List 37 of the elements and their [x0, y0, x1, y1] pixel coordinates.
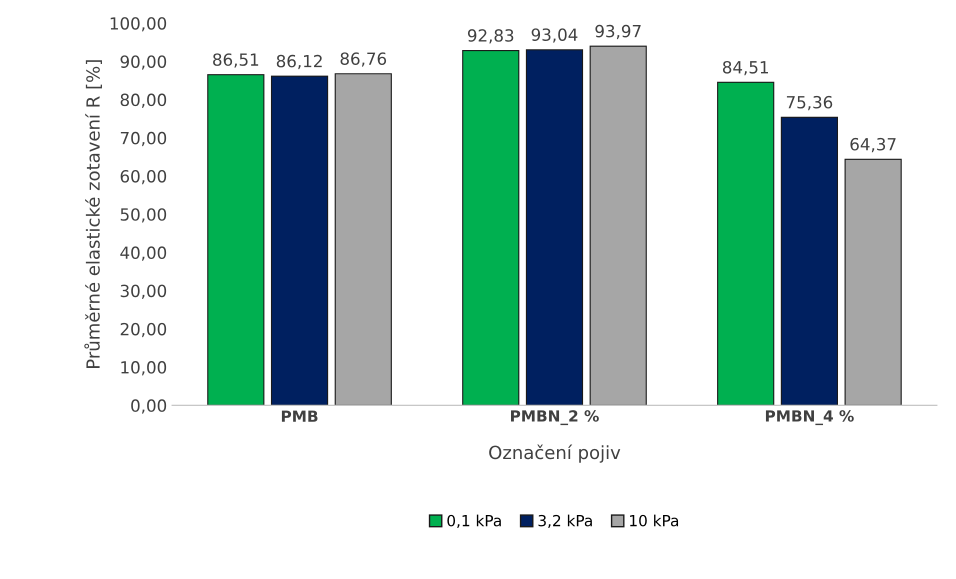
data-label: 86,12	[276, 54, 322, 70]
y-tick-label: 60,00	[120, 170, 166, 184]
legend-label: 0,1 kPa	[447, 514, 501, 528]
data-label: 86,76	[340, 52, 386, 67]
y-tick-label: 100,00	[110, 17, 166, 32]
bar	[780, 116, 838, 406]
y-axis-title: Průměrné elastické zotavení R [%]	[84, 60, 102, 368]
data-label: 84,51	[722, 60, 768, 76]
x-tick-label: PMBN_4 %	[766, 410, 854, 426]
y-tick-label: 0,00	[131, 399, 166, 414]
bar	[844, 158, 902, 406]
bar	[462, 50, 520, 406]
y-tick-label: 50,00	[120, 208, 166, 222]
bar	[270, 76, 328, 406]
bar	[590, 46, 647, 406]
bar	[526, 49, 584, 406]
y-tick-label: 30,00	[120, 284, 166, 299]
data-label: 93,97	[595, 24, 641, 40]
x-tick-label: PMB	[282, 410, 318, 422]
y-tick-label: 70,00	[120, 132, 166, 146]
y-tick-label: 80,00	[120, 94, 166, 108]
y-tick-label: 40,00	[120, 246, 166, 261]
data-label: 86,51	[213, 53, 258, 68]
data-label: 92,83	[468, 29, 514, 44]
y-tick-label: 10,00	[121, 361, 166, 376]
x-axis-title: Označení pojiv	[489, 444, 620, 463]
legend-label: 10 kPa	[630, 514, 678, 526]
bar	[334, 73, 392, 406]
bar	[207, 74, 264, 406]
y-tick-label: 90,00	[120, 55, 166, 70]
data-label: 75,36	[786, 96, 832, 110]
data-label: 64,37	[850, 138, 896, 152]
x-tick-label: PMBN_2 %	[511, 410, 599, 426]
bar	[717, 82, 774, 406]
legend-label: 3,2 kPa	[538, 514, 592, 528]
data-label: 93,04	[532, 28, 578, 43]
y-tick-label: 20,00	[120, 322, 166, 338]
